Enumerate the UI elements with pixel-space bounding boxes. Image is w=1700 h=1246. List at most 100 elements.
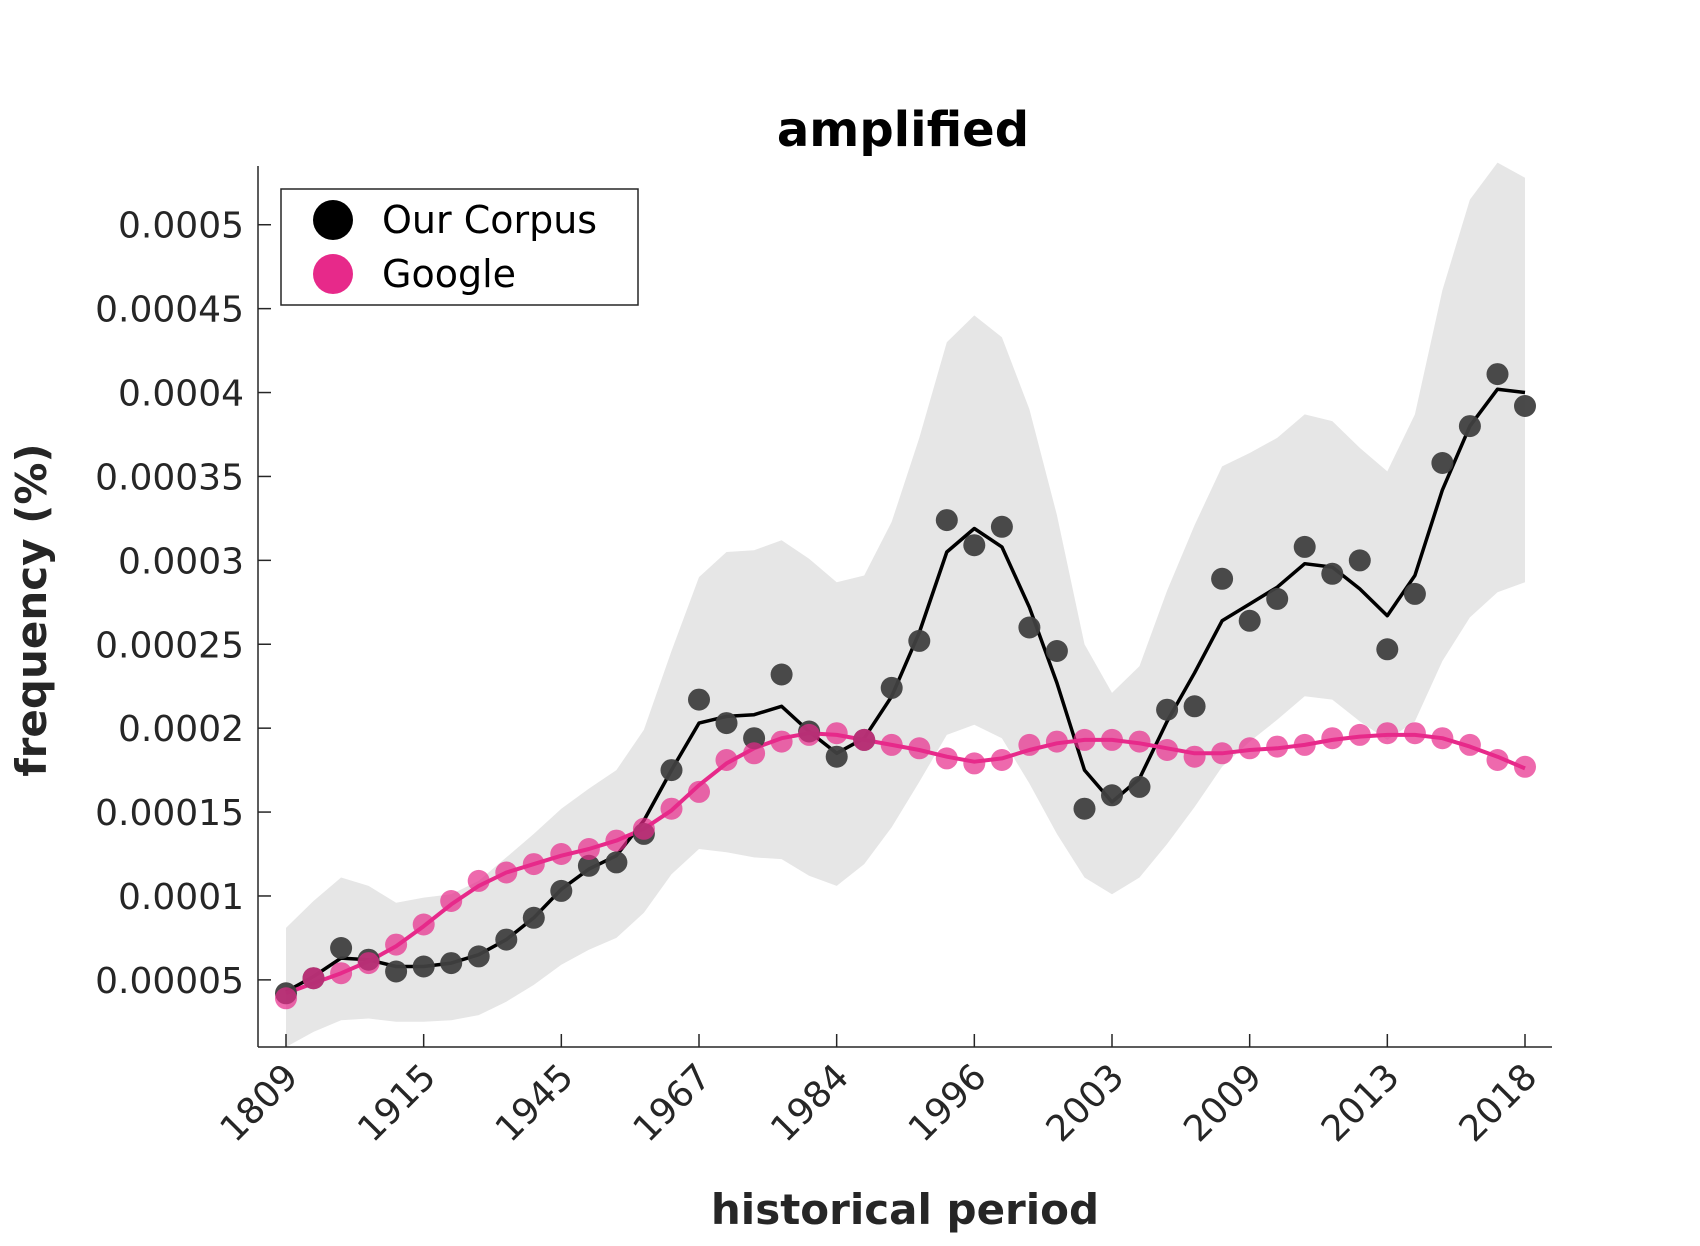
point-our-corpus-7 — [467, 945, 490, 968]
point-our-corpus-36 — [1266, 587, 1289, 610]
y-tick-label-3: 0.0002 — [118, 709, 244, 750]
point-google-23 — [908, 737, 931, 760]
point-google-18 — [770, 730, 793, 753]
point-google-39 — [1348, 723, 1371, 746]
point-our-corpus-27 — [1018, 616, 1041, 639]
confidence-band-layer — [286, 162, 1525, 1048]
y-tick-label-9: 0.0005 — [118, 206, 244, 247]
point-google-4 — [385, 933, 408, 956]
point-google-43 — [1458, 733, 1481, 756]
chart-title: amplified — [777, 102, 1029, 158]
point-our-corpus-28 — [1045, 640, 1068, 662]
x-tick-label-4: 1984 — [763, 1056, 857, 1150]
point-google-20 — [825, 722, 848, 745]
point-google-45 — [1514, 755, 1536, 778]
point-google-6 — [440, 890, 463, 912]
point-our-corpus-20 — [825, 745, 848, 768]
point-our-corpus-23 — [908, 629, 931, 652]
point-google-14 — [660, 797, 683, 820]
point-google-5 — [412, 913, 435, 936]
point-our-corpus-11 — [577, 854, 600, 877]
point-our-corpus-33 — [1183, 695, 1206, 718]
x-axis-title: historical period — [711, 1185, 1099, 1234]
point-google-33 — [1183, 745, 1206, 768]
point-google-19 — [798, 723, 821, 746]
point-our-corpus-44 — [1486, 363, 1509, 386]
legend: Our Corpus Google — [280, 188, 639, 306]
y-axis-title: frequency (%) — [7, 443, 56, 776]
point-our-corpus-8 — [495, 928, 518, 951]
point-google-9 — [522, 853, 545, 876]
point-our-corpus-42 — [1431, 452, 1454, 474]
point-google-32 — [1156, 739, 1179, 761]
point-google-17 — [743, 742, 766, 765]
y-tick-label-6: 0.00035 — [95, 457, 244, 498]
point-our-corpus-37 — [1293, 535, 1316, 558]
point-our-corpus-35 — [1238, 609, 1261, 632]
point-our-corpus-22 — [880, 676, 903, 699]
point-google-8 — [495, 861, 518, 884]
point-our-corpus-41 — [1403, 582, 1426, 605]
point-our-corpus-25 — [963, 534, 986, 557]
point-google-11 — [577, 838, 600, 860]
point-google-30 — [1101, 728, 1123, 751]
point-google-15 — [688, 780, 710, 803]
y-tick-label-4: 0.00025 — [95, 625, 244, 666]
legend-marker-google — [313, 254, 353, 294]
point-our-corpus-18 — [770, 663, 793, 686]
y-tick-label-7: 0.0004 — [118, 374, 244, 415]
point-our-corpus-4 — [385, 960, 408, 983]
point-google-22 — [880, 733, 903, 756]
x-tick-label-8: 2013 — [1314, 1056, 1408, 1150]
legend-label-our-corpus: Our Corpus — [382, 198, 597, 242]
x-tick-label-0: 1809 — [213, 1056, 307, 1150]
legend-label-google: Google — [382, 252, 516, 296]
y-tick-label-5: 0.0003 — [118, 541, 244, 582]
x-tick-label-6: 2003 — [1039, 1056, 1133, 1150]
point-google-41 — [1403, 722, 1426, 745]
confidence-band-our-corpus — [286, 162, 1525, 1048]
legend-marker-our-corpus — [313, 200, 353, 240]
point-our-corpus-43 — [1458, 415, 1481, 438]
point-our-corpus-45 — [1514, 395, 1536, 417]
point-our-corpus-39 — [1348, 549, 1371, 572]
fit-lines-layer — [285, 387, 1526, 996]
x-tick-label-1: 1915 — [350, 1056, 444, 1150]
x-tick-label-9: 2018 — [1452, 1056, 1546, 1150]
x-tick-label-2: 1945 — [488, 1056, 582, 1150]
x-tick-label-7: 2009 — [1176, 1056, 1270, 1150]
fit-line-google — [285, 731, 1526, 996]
point-google-12 — [605, 829, 628, 852]
point-google-29 — [1073, 728, 1096, 751]
point-google-31 — [1128, 730, 1151, 753]
fit-line-our-corpus — [285, 387, 1526, 994]
point-google-7 — [467, 869, 490, 892]
point-google-35 — [1238, 737, 1261, 760]
x-tick-label-5: 1996 — [901, 1056, 995, 1150]
point-google-40 — [1376, 722, 1399, 745]
point-our-corpus-6 — [440, 952, 463, 975]
point-google-26 — [990, 749, 1013, 771]
point-our-corpus-38 — [1321, 562, 1344, 585]
y-tick-label-2: 0.00015 — [95, 793, 244, 834]
point-our-corpus-12 — [605, 851, 628, 874]
point-google-36 — [1266, 735, 1289, 758]
point-google-16 — [715, 749, 738, 771]
point-our-corpus-32 — [1156, 698, 1179, 721]
point-google-28 — [1045, 730, 1068, 753]
point-google-34 — [1211, 742, 1234, 765]
point-our-corpus-9 — [522, 906, 545, 929]
point-our-corpus-24 — [935, 509, 958, 532]
point-our-corpus-17 — [743, 727, 766, 750]
point-google-44 — [1486, 749, 1509, 771]
point-google-13 — [632, 817, 655, 840]
y-tick-label-1: 0.0001 — [118, 877, 244, 918]
point-google-2 — [330, 962, 353, 985]
point-our-corpus-15 — [688, 688, 710, 711]
point-google-3 — [357, 952, 380, 975]
y-tick-label-8: 0.00045 — [95, 290, 244, 331]
point-our-corpus-40 — [1376, 638, 1399, 661]
point-our-corpus-34 — [1211, 567, 1234, 590]
point-our-corpus-29 — [1073, 797, 1096, 820]
